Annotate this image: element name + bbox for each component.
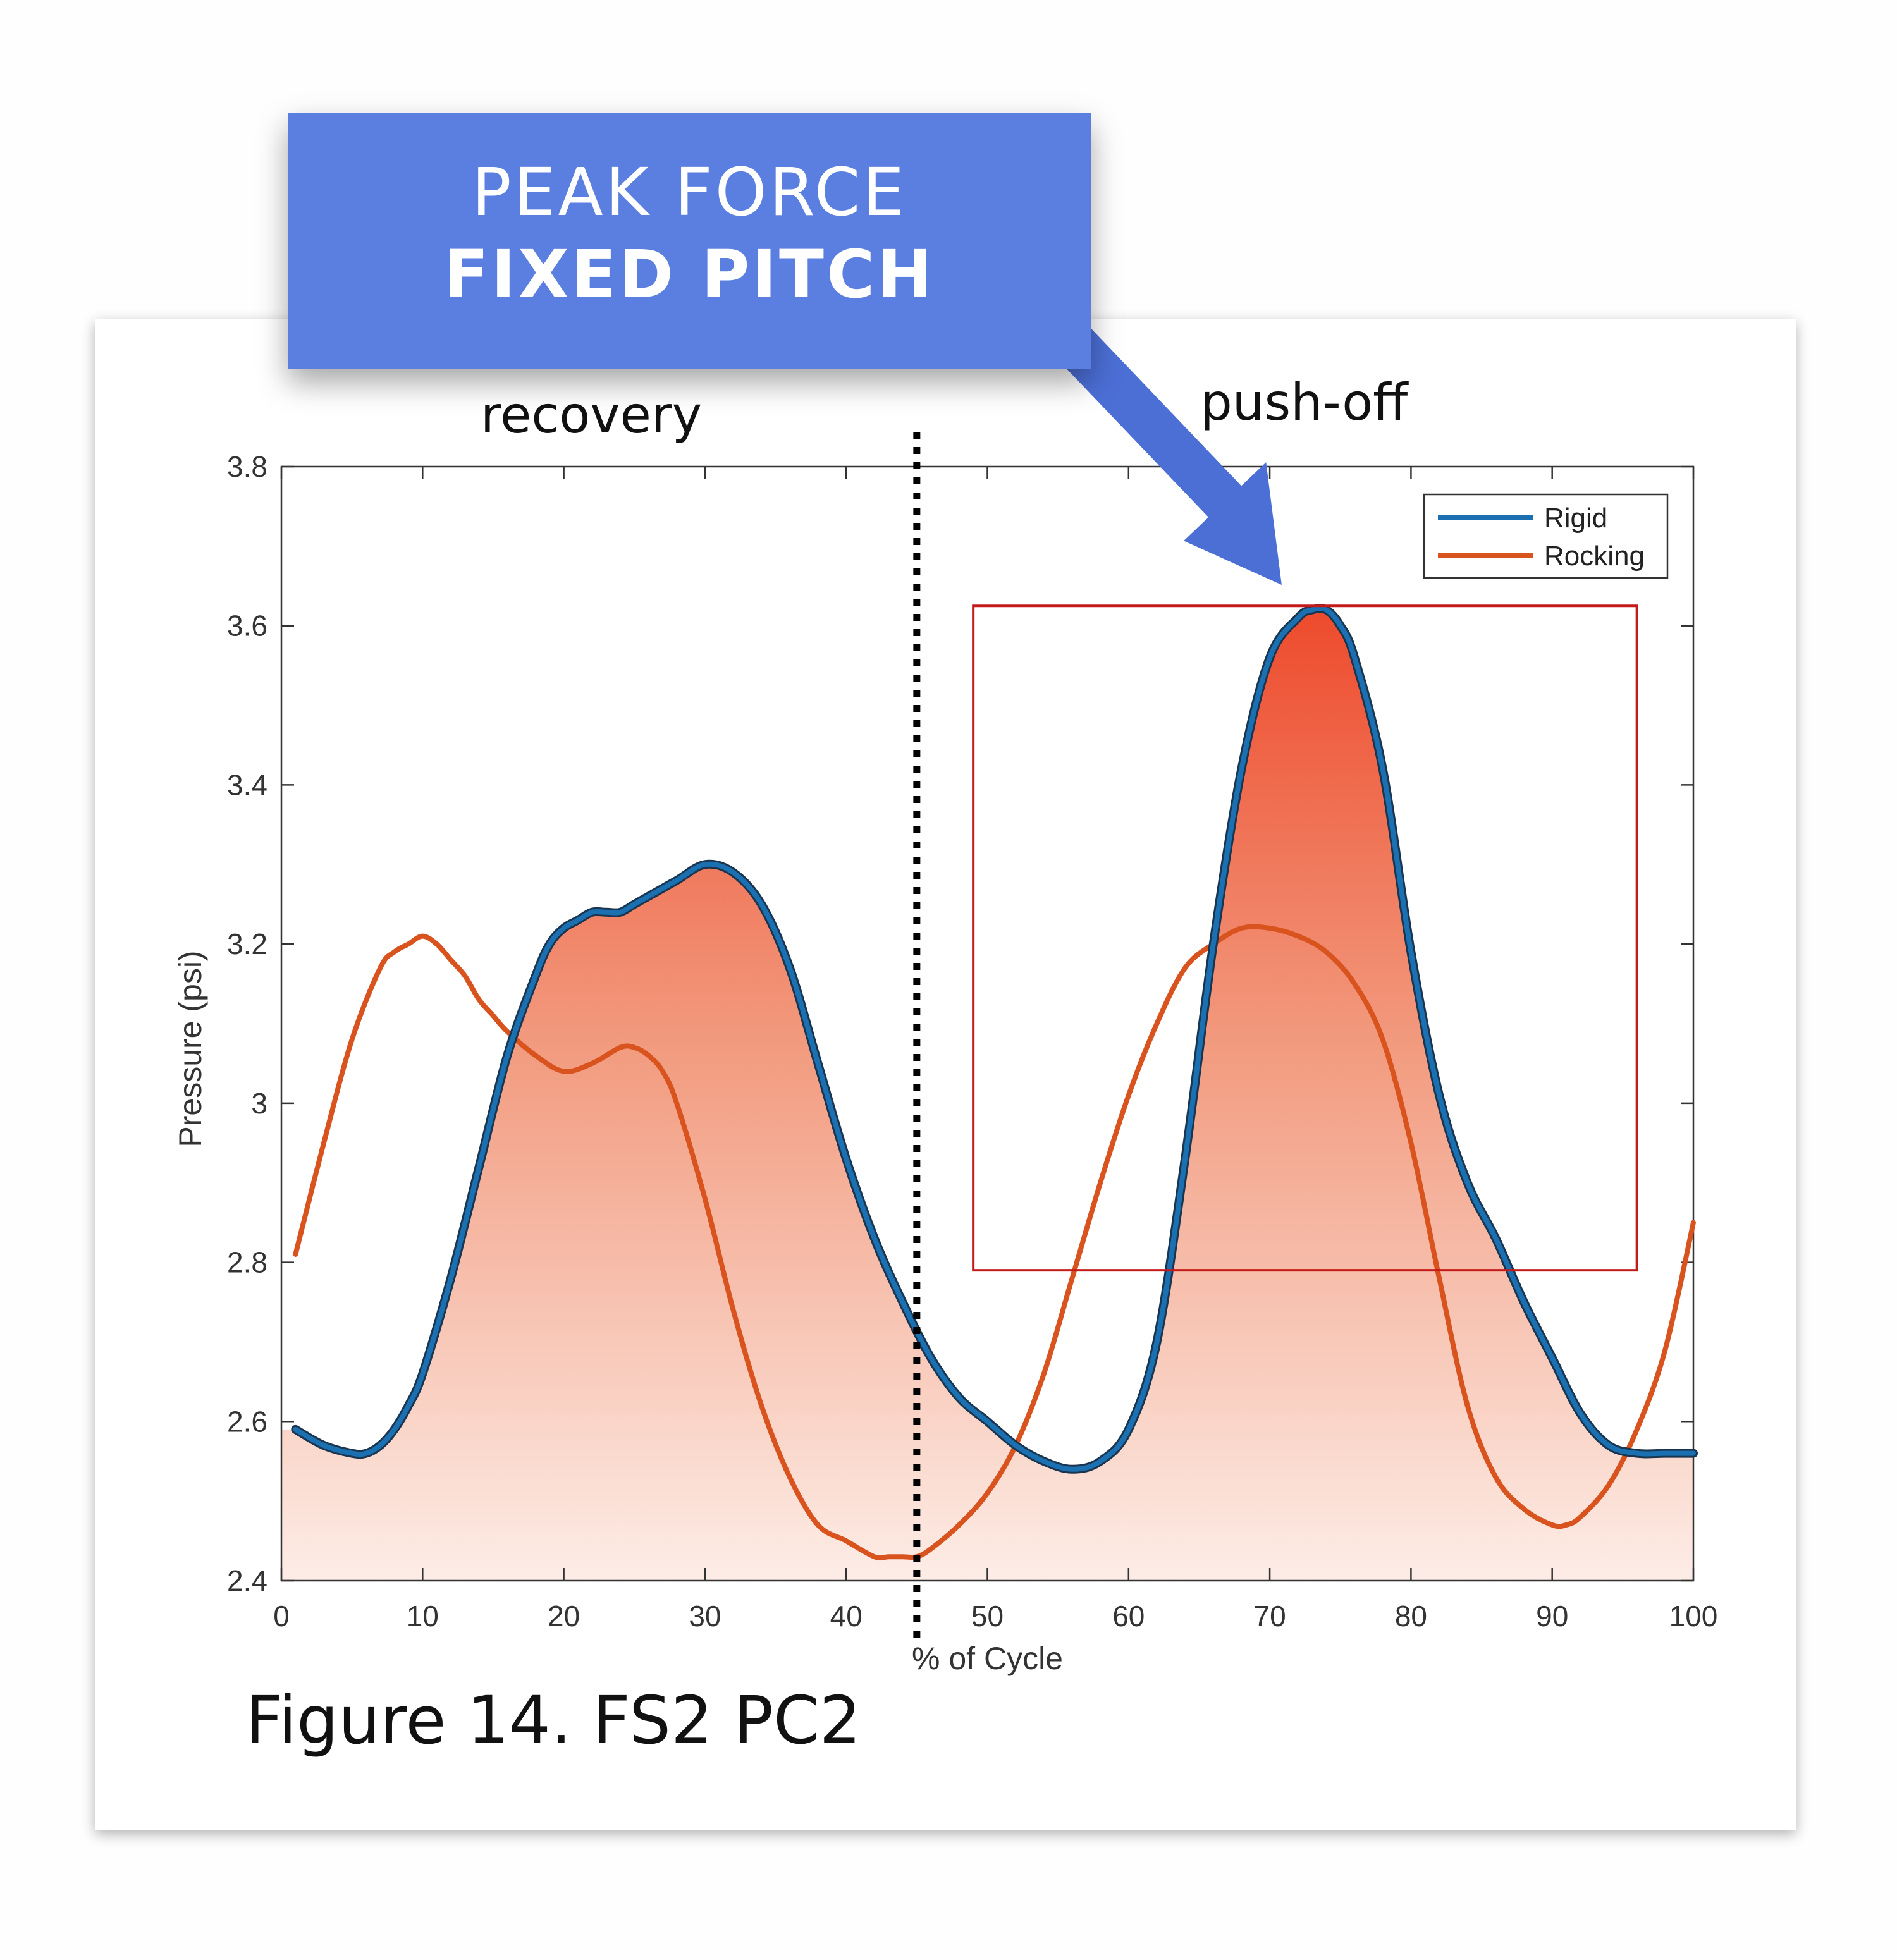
rocking-line bbox=[293, 924, 1696, 1561]
x-tick-label: 100 bbox=[1669, 1600, 1718, 1632]
series-lines-group bbox=[291, 604, 1698, 1561]
callout-arrow-group bbox=[1059, 329, 1282, 585]
annotations-group bbox=[913, 432, 1638, 1644]
x-tick-label: 10 bbox=[407, 1600, 439, 1632]
legend-label-rocking: Rocking bbox=[1544, 541, 1645, 572]
x-tick-label: 50 bbox=[971, 1600, 1004, 1632]
peak-highlight-box bbox=[972, 604, 1638, 1272]
x-tick-label: 20 bbox=[548, 1600, 580, 1632]
callout-banner: PEAK FORCE FIXED PITCH bbox=[288, 113, 1091, 369]
y-tick-label: 3.2 bbox=[227, 928, 267, 960]
x-tick-label: 80 bbox=[1395, 1600, 1427, 1632]
axes-group: 0 10 20 30 40 50 60 70 80 90 100 2.4 2.6 2.8 3 3.2 3.4 3.… bbox=[173, 450, 1717, 1676]
y-axis-label: Pressure (psi) bbox=[173, 950, 208, 1147]
x-tick-label: 90 bbox=[1536, 1600, 1568, 1632]
x-axis-label: % of Cycle bbox=[912, 1641, 1063, 1676]
rigid-area-fill bbox=[281, 608, 1693, 1581]
y-tick-label: 3.4 bbox=[227, 768, 267, 801]
y-tick-label: 2.4 bbox=[227, 1564, 267, 1597]
push-off-label: push-off bbox=[1200, 373, 1408, 432]
x-tick-label: 0 bbox=[273, 1600, 290, 1632]
legend-label-rigid: Rigid bbox=[1544, 503, 1607, 534]
y-tick-label: 2.6 bbox=[227, 1405, 267, 1438]
legend-box bbox=[1423, 493, 1669, 579]
callout-line-2: FIXED PITCH bbox=[443, 236, 935, 313]
legend-group: Rigid Rocking bbox=[1423, 493, 1669, 579]
y-tick-label: 2.8 bbox=[227, 1246, 267, 1279]
rigid-area-fill-group bbox=[281, 467, 1693, 1581]
callout-line-1: PEAK FORCE bbox=[472, 154, 907, 231]
rigid-line bbox=[293, 606, 1696, 1472]
x-tick-label: 40 bbox=[830, 1600, 863, 1632]
y-tick-label: 3 bbox=[251, 1087, 267, 1120]
x-tick-label: 30 bbox=[689, 1600, 721, 1632]
figure-caption: Figure 14. FS2 PC2 bbox=[245, 1682, 861, 1759]
y-tick-label: 3.8 bbox=[227, 450, 267, 483]
y-tick-label: 3.6 bbox=[227, 609, 267, 642]
x-tick-label: 60 bbox=[1112, 1600, 1145, 1632]
x-tick-label: 70 bbox=[1254, 1600, 1286, 1632]
recovery-label: recovery bbox=[481, 386, 703, 444]
callout-arrow bbox=[1059, 329, 1282, 585]
